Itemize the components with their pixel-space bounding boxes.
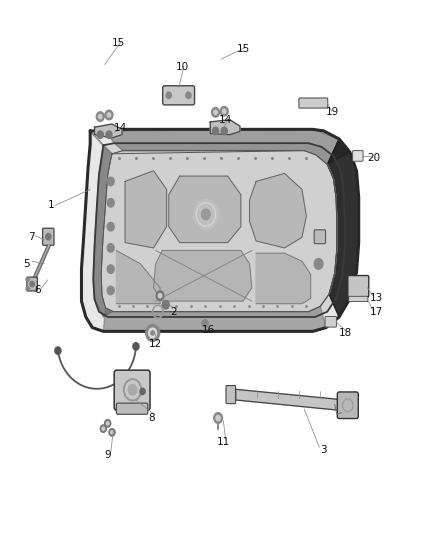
- Circle shape: [111, 431, 113, 434]
- Polygon shape: [153, 251, 252, 301]
- Circle shape: [99, 115, 102, 119]
- Polygon shape: [101, 151, 337, 312]
- Text: 12: 12: [149, 338, 162, 349]
- Polygon shape: [125, 171, 166, 248]
- Circle shape: [128, 384, 137, 395]
- Circle shape: [105, 419, 111, 427]
- Polygon shape: [93, 143, 345, 317]
- Text: 13: 13: [370, 293, 383, 303]
- Text: 5: 5: [24, 259, 30, 269]
- Circle shape: [214, 413, 223, 423]
- FancyBboxPatch shape: [349, 296, 368, 302]
- FancyBboxPatch shape: [226, 385, 236, 403]
- Polygon shape: [210, 120, 240, 135]
- Circle shape: [109, 429, 115, 436]
- FancyBboxPatch shape: [27, 277, 37, 291]
- Text: 18: 18: [339, 328, 352, 338]
- Circle shape: [46, 233, 51, 240]
- Circle shape: [146, 325, 159, 342]
- Text: 15: 15: [237, 44, 250, 53]
- Circle shape: [96, 112, 104, 122]
- Circle shape: [221, 127, 227, 135]
- Circle shape: [102, 427, 105, 430]
- Text: 19: 19: [326, 107, 339, 117]
- Circle shape: [107, 222, 114, 231]
- Text: 3: 3: [321, 445, 327, 455]
- Text: 17: 17: [370, 306, 383, 317]
- Circle shape: [26, 287, 29, 291]
- Circle shape: [216, 415, 220, 421]
- Circle shape: [107, 286, 114, 295]
- Circle shape: [314, 259, 323, 269]
- Text: 7: 7: [28, 232, 35, 243]
- Text: 6: 6: [35, 286, 41, 295]
- Text: 10: 10: [175, 62, 188, 72]
- FancyBboxPatch shape: [114, 370, 150, 410]
- Polygon shape: [230, 389, 350, 411]
- Circle shape: [166, 92, 171, 99]
- Circle shape: [100, 425, 106, 432]
- Text: 20: 20: [367, 152, 381, 163]
- Circle shape: [162, 301, 169, 309]
- Polygon shape: [169, 176, 241, 243]
- Circle shape: [220, 107, 228, 116]
- Circle shape: [107, 244, 114, 252]
- Circle shape: [30, 281, 34, 287]
- FancyBboxPatch shape: [337, 392, 358, 418]
- Circle shape: [106, 422, 109, 425]
- Circle shape: [26, 277, 29, 281]
- Text: 16: 16: [201, 325, 215, 335]
- FancyBboxPatch shape: [162, 86, 194, 105]
- Text: 2: 2: [170, 306, 177, 317]
- Polygon shape: [103, 306, 326, 332]
- Circle shape: [202, 320, 208, 327]
- Text: 14: 14: [114, 123, 127, 133]
- Circle shape: [107, 177, 114, 185]
- Circle shape: [97, 131, 103, 139]
- Polygon shape: [81, 130, 359, 332]
- Polygon shape: [90, 131, 112, 317]
- Circle shape: [212, 108, 219, 117]
- Polygon shape: [327, 139, 359, 317]
- Circle shape: [149, 328, 156, 338]
- Circle shape: [156, 291, 164, 301]
- Circle shape: [133, 343, 139, 350]
- Polygon shape: [117, 251, 160, 304]
- Polygon shape: [101, 151, 337, 312]
- Circle shape: [151, 331, 154, 335]
- Circle shape: [140, 388, 145, 394]
- Text: 9: 9: [104, 450, 111, 460]
- Text: 8: 8: [148, 413, 155, 423]
- Polygon shape: [256, 253, 311, 304]
- Circle shape: [158, 294, 162, 298]
- Circle shape: [105, 110, 113, 120]
- Polygon shape: [95, 124, 122, 138]
- Circle shape: [201, 209, 210, 220]
- FancyBboxPatch shape: [353, 151, 363, 161]
- FancyBboxPatch shape: [348, 276, 369, 297]
- Circle shape: [194, 199, 218, 229]
- Polygon shape: [90, 130, 350, 165]
- Circle shape: [214, 110, 217, 115]
- FancyBboxPatch shape: [299, 98, 328, 108]
- Text: 1: 1: [48, 200, 54, 211]
- Circle shape: [212, 127, 219, 135]
- Circle shape: [107, 113, 111, 117]
- FancyBboxPatch shape: [325, 317, 336, 327]
- Circle shape: [106, 131, 112, 139]
- FancyBboxPatch shape: [117, 403, 148, 414]
- Circle shape: [223, 109, 226, 114]
- Polygon shape: [250, 173, 306, 248]
- FancyBboxPatch shape: [42, 228, 54, 245]
- Circle shape: [186, 92, 191, 99]
- FancyBboxPatch shape: [314, 230, 325, 244]
- Text: 14: 14: [219, 115, 232, 125]
- Text: 11: 11: [217, 437, 230, 447]
- Text: 15: 15: [112, 38, 125, 48]
- Circle shape: [107, 198, 114, 207]
- Circle shape: [55, 347, 61, 354]
- Circle shape: [107, 265, 114, 273]
